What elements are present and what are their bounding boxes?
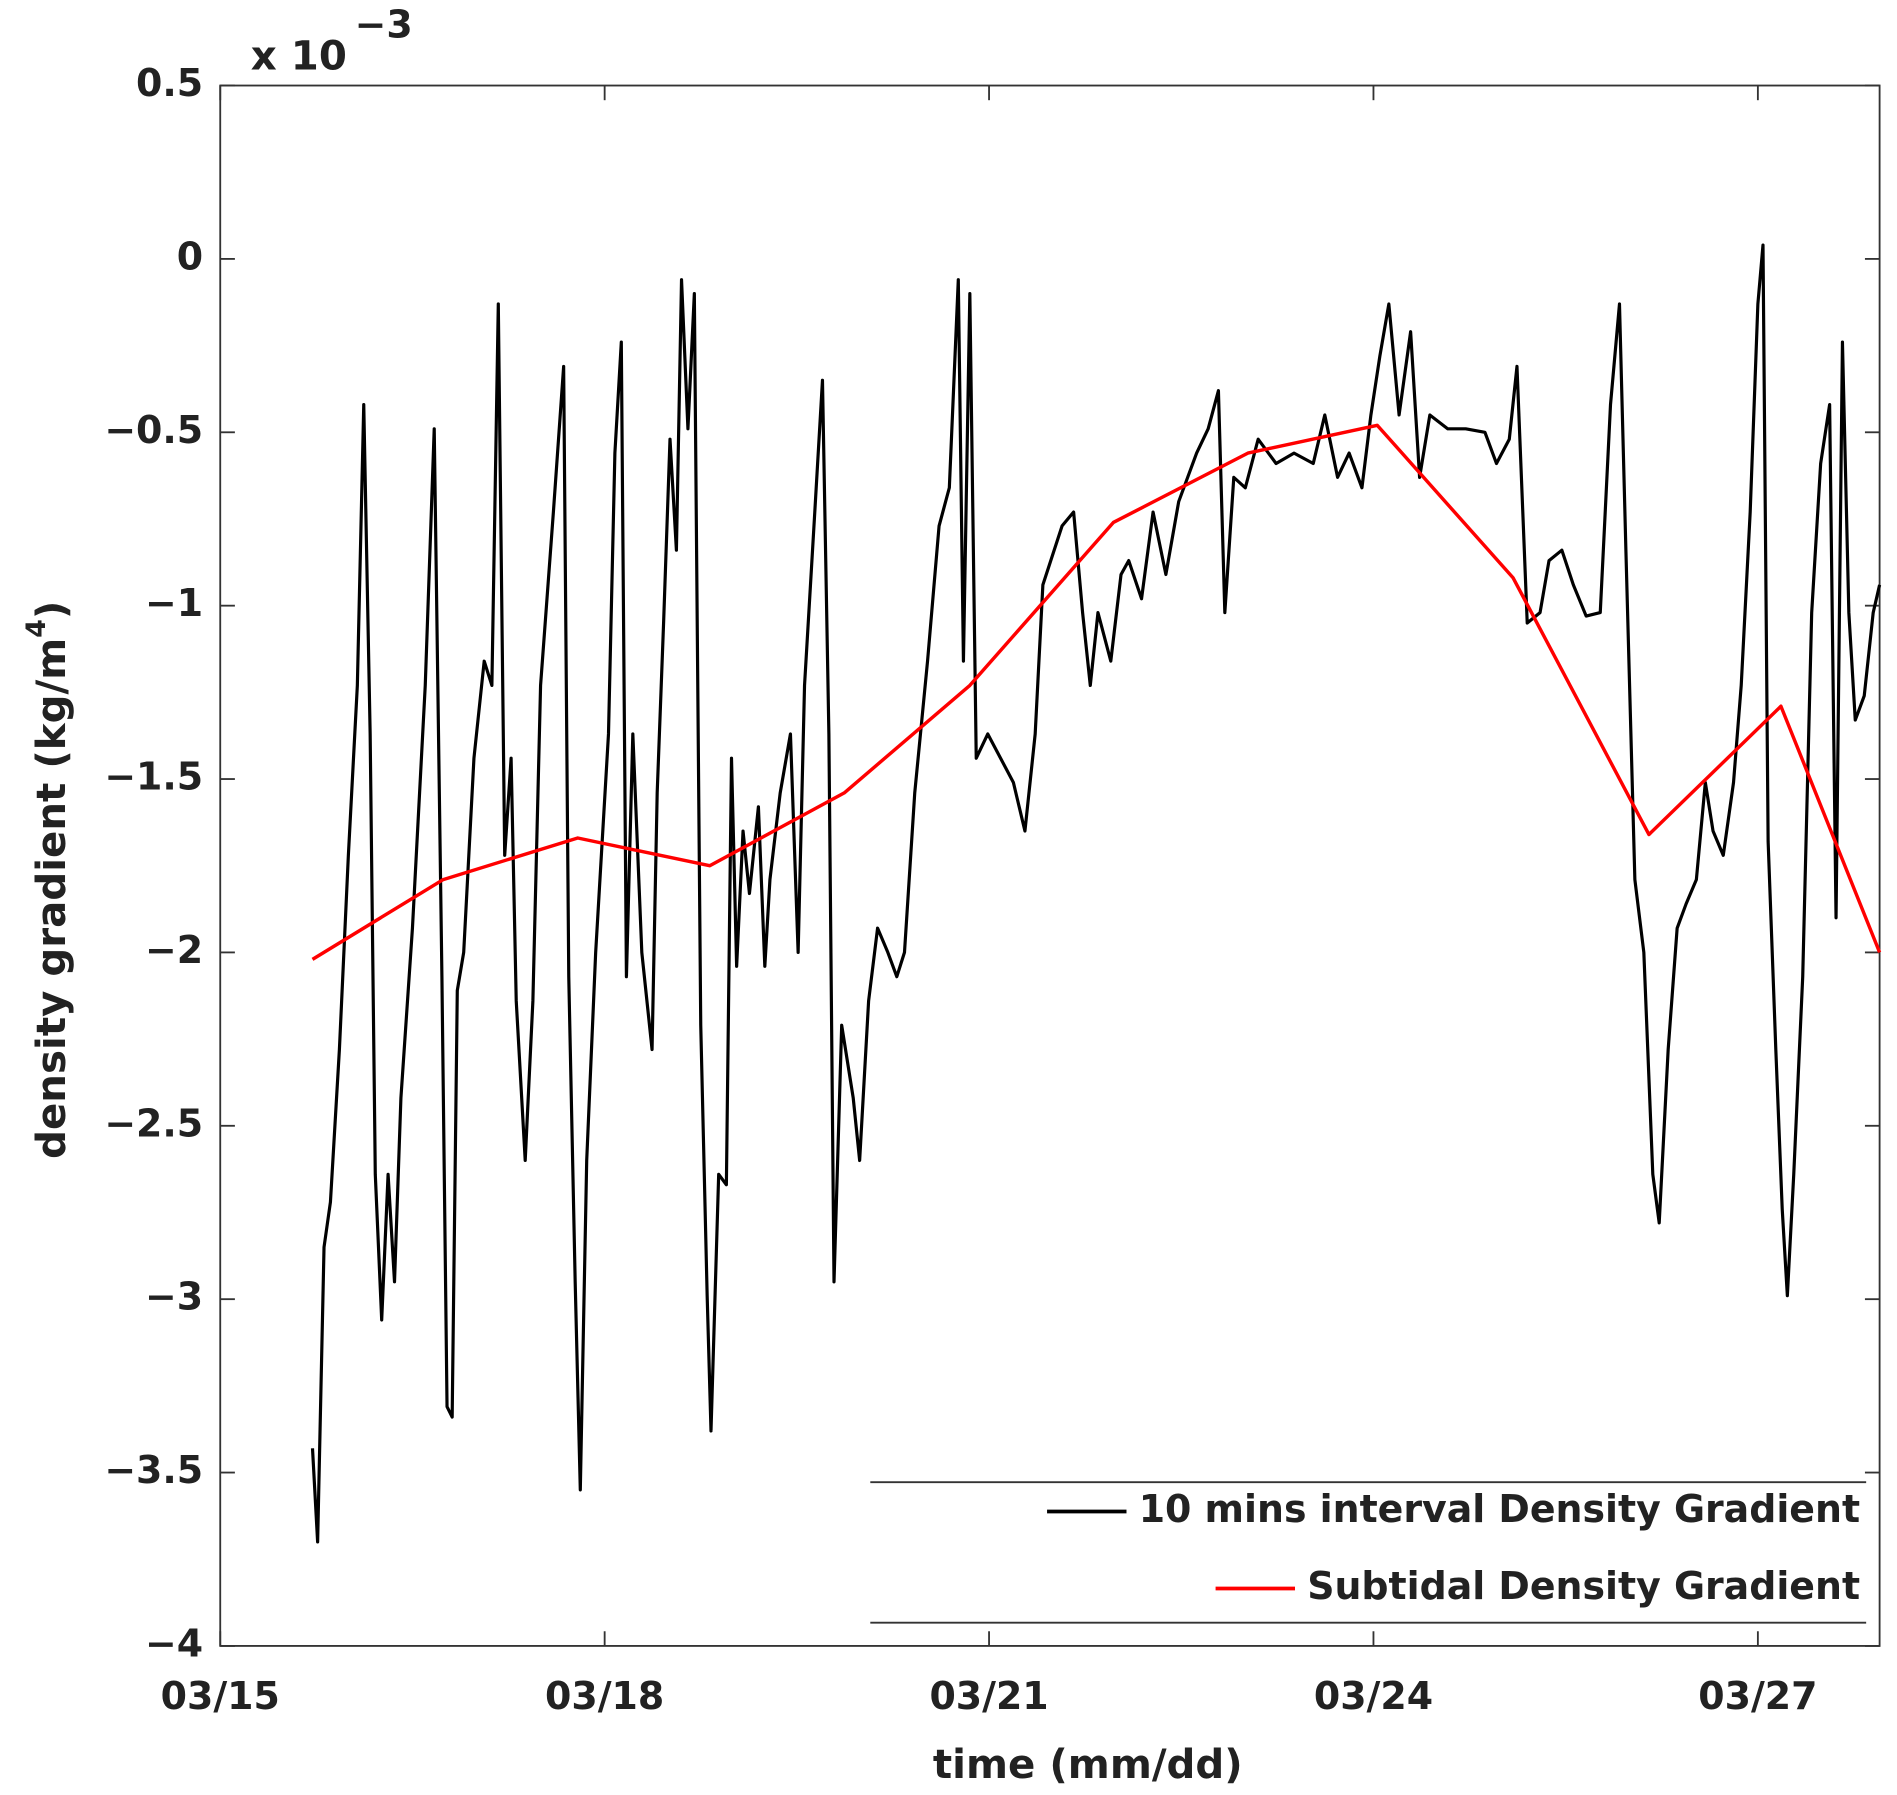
y-tick-label: −2.5 xyxy=(104,1101,203,1145)
series-line xyxy=(310,243,1882,1544)
y-tick-label: −2 xyxy=(145,928,203,972)
x-tick-label: 03/18 xyxy=(545,1674,664,1718)
x-tick-label: 03/21 xyxy=(929,1674,1048,1718)
y-axis-label-end: ) xyxy=(28,601,75,619)
y-tick-label: 0.5 xyxy=(136,61,203,105)
y-tick-label: −1.5 xyxy=(104,755,203,799)
series-line xyxy=(311,423,1882,961)
y-tick-label: −0.5 xyxy=(104,408,203,452)
y-axis-label: density gradient (kg/m4) xyxy=(20,601,75,1159)
x-tick-label: 03/24 xyxy=(1314,1674,1433,1718)
y-tick-label: −1 xyxy=(145,581,203,625)
legend-label: Subtidal Density Gradient xyxy=(1307,1564,1860,1608)
y-tick-label: −3 xyxy=(145,1275,203,1319)
y-axis-label-sup: 4 xyxy=(20,619,51,638)
x-axis-label: time (mm/dd) xyxy=(933,1741,1243,1788)
y-tick-label: −3.5 xyxy=(104,1448,203,1492)
axis-multiplier-exponent: −3 xyxy=(355,2,413,46)
axis-multiplier: x 10 xyxy=(251,33,347,80)
y-tick-label: 0 xyxy=(177,234,203,278)
x-tick-label: 03/27 xyxy=(1698,1674,1817,1718)
legend-label: 10 mins interval Density Gradient xyxy=(1139,1487,1860,1531)
legend: 10 mins interval Density Gradient Subtida… xyxy=(870,1481,1867,1624)
plot-frame xyxy=(219,84,1881,1647)
x-tick-label: 03/15 xyxy=(161,1674,280,1718)
y-tick-label: −4 xyxy=(145,1621,203,1665)
y-axis-label-text: density gradient (kg/m xyxy=(28,638,75,1159)
legend-bg xyxy=(870,1482,1867,1623)
